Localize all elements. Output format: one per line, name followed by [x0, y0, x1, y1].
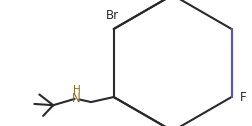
Text: F: F [240, 90, 247, 104]
Text: Br: Br [106, 9, 119, 22]
Text: H: H [73, 85, 81, 95]
Text: N: N [72, 92, 81, 105]
